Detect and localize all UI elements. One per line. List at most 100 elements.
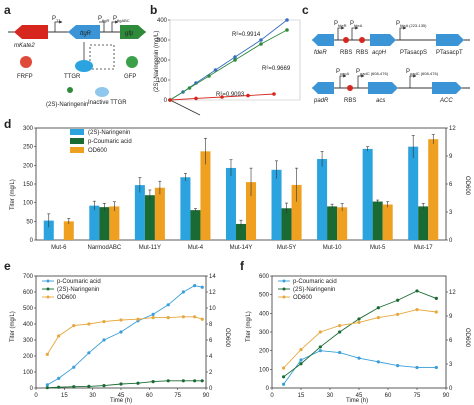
panel-label-c: c xyxy=(302,3,309,17)
panel-f-point xyxy=(415,308,419,312)
panel-e-xtick-label: 75 xyxy=(174,393,181,399)
row1-pta-acps: PTasacpS xyxy=(400,50,427,56)
panel-f-point xyxy=(376,306,380,310)
rbs-1-icon xyxy=(343,37,349,43)
panel-e-point xyxy=(136,317,140,321)
panel-d-bar xyxy=(327,206,338,240)
promoter-capa xyxy=(339,74,347,88)
naringenin-ligand-icon xyxy=(67,87,73,93)
panel-b-r2-label: R²=0.9914 xyxy=(232,32,261,38)
mkate2-gene xyxy=(14,25,48,39)
promoter-ttgabc xyxy=(111,20,119,32)
gfp-reporter-icon xyxy=(126,56,138,68)
panel-e-legend-label: (2S)-Naringenin xyxy=(57,287,99,293)
acs-gene xyxy=(368,82,398,94)
panel-e-point xyxy=(200,317,204,321)
panel-label-f: f xyxy=(240,259,245,273)
panel-f-point xyxy=(338,350,342,355)
panel-d-category-label: Mut-10 xyxy=(323,245,342,251)
panel-b-ytick-label: 300 xyxy=(157,38,168,44)
panel-e-y2tick-label: 8 xyxy=(209,322,213,328)
panel-d-bar xyxy=(235,223,247,240)
panel-e-xlabel: Time (h) xyxy=(110,398,132,404)
panel-e-point xyxy=(200,379,204,383)
panel-f-point xyxy=(299,358,303,362)
panel-b-ytick-label: 100 xyxy=(157,78,168,84)
panel-f-point xyxy=(396,364,400,368)
panel-b-depth-axis xyxy=(169,99,201,116)
panel-f-xtick-label: 60 xyxy=(385,393,392,399)
panel-f-y2tick-label: 6 xyxy=(449,338,453,344)
panel-f-ytick-label: 400 xyxy=(259,311,270,317)
panel-f-ytick-label: 600 xyxy=(259,274,270,280)
panel-b-point xyxy=(272,92,276,96)
panel-d-legend-label: OD600 xyxy=(88,148,108,154)
panel-e-point xyxy=(151,312,155,316)
panel-e-ylabel: Titer (mg/L) xyxy=(10,311,16,342)
gene-label-mkate2: mKate2 xyxy=(14,43,35,49)
panel-b-point xyxy=(194,96,198,101)
panel-e-legend-marker xyxy=(46,279,50,283)
row2-rbs: RBS xyxy=(344,98,356,104)
panel-e-ytick-label: 700 xyxy=(23,274,34,280)
acc-gene-row1 xyxy=(436,34,464,46)
panel-f-xtick-label: 75 xyxy=(414,393,421,399)
panel-b-point xyxy=(207,74,211,78)
panel-f-point xyxy=(357,317,361,321)
panel-d-bar xyxy=(109,206,120,240)
panel-e-point xyxy=(72,365,76,369)
acph-gene xyxy=(370,34,396,46)
panel-f-series-line xyxy=(283,350,437,385)
panel-b-point xyxy=(259,42,263,46)
protein-label-inactive: Inactive TTGR xyxy=(88,100,127,106)
panel-d-category-label: Mut-14Y xyxy=(230,245,253,251)
panel-d-bar xyxy=(408,146,419,240)
panel-f-point xyxy=(299,348,303,352)
panel-f-point xyxy=(396,298,400,302)
panel-label-d: d xyxy=(4,117,11,131)
panel-d-ytick-label: 100 xyxy=(23,201,34,207)
row1-gene-fder: fdeR xyxy=(314,50,327,56)
panel-f-legend-label: p-Coumaric acid xyxy=(293,279,337,285)
promoter-fdea xyxy=(351,26,359,40)
reporter-label-gfp: GFP xyxy=(124,74,136,80)
panel-e-point xyxy=(72,385,76,389)
panel-d-y2tick-label: 6 xyxy=(449,182,453,188)
panel-e-ytick-label: 200 xyxy=(23,354,34,360)
panel-f-chart: Titer (mg/L) OD600 Time (h) 0 15 30 45 60 75 9… xyxy=(246,274,470,404)
panel-f-point xyxy=(338,330,342,334)
panel-d-bar xyxy=(144,195,155,240)
panel-f-point xyxy=(415,365,419,370)
rbs-row2-icon xyxy=(347,85,353,91)
panel-e-xtick-label: 30 xyxy=(89,393,96,399)
panel-f-ytick-label: 300 xyxy=(259,330,270,336)
row2-promoter-2: PpadC (608-476) xyxy=(406,69,439,76)
panel-e-legend-marker xyxy=(46,287,50,291)
panel-d-y2label: OD600 xyxy=(464,176,470,196)
panel-e-point xyxy=(193,315,197,319)
panel-e-point xyxy=(57,385,61,389)
panel-e-point xyxy=(87,351,91,355)
panel-f-xlabel: Time (h) xyxy=(346,398,368,404)
row1-gene-acph: acpH xyxy=(372,50,387,56)
panel-d-bar xyxy=(190,210,201,240)
row2-gene-padr: padR xyxy=(313,98,329,104)
panel-e-series-line xyxy=(46,316,203,355)
panel-d-bar xyxy=(134,185,145,240)
panel-a-diagram: mKate2 PT1 ttgR PttgR PttgABC gfp TTGR (… xyxy=(8,16,146,108)
panel-b-r2-label: R²=0.9093 xyxy=(216,92,245,98)
panel-b-point xyxy=(233,55,237,59)
panel-e-xtick-label: 45 xyxy=(118,393,125,399)
ligand-label: (2S)-Naringenin xyxy=(46,102,88,108)
panel-d-bar xyxy=(63,221,74,240)
panel-f-point xyxy=(318,345,322,349)
panel-b-r2-label: R²=0.9669 xyxy=(262,66,291,72)
row1-promoter-1: PfdeA xyxy=(350,21,363,28)
panel-d-bar xyxy=(317,158,328,240)
panel-d-bar xyxy=(418,206,429,240)
panel-f-point xyxy=(318,349,322,353)
panel-e-point xyxy=(136,381,140,385)
panel-e-point xyxy=(102,338,106,342)
panel-d-bar xyxy=(180,177,191,240)
panel-d-bar xyxy=(154,187,165,240)
